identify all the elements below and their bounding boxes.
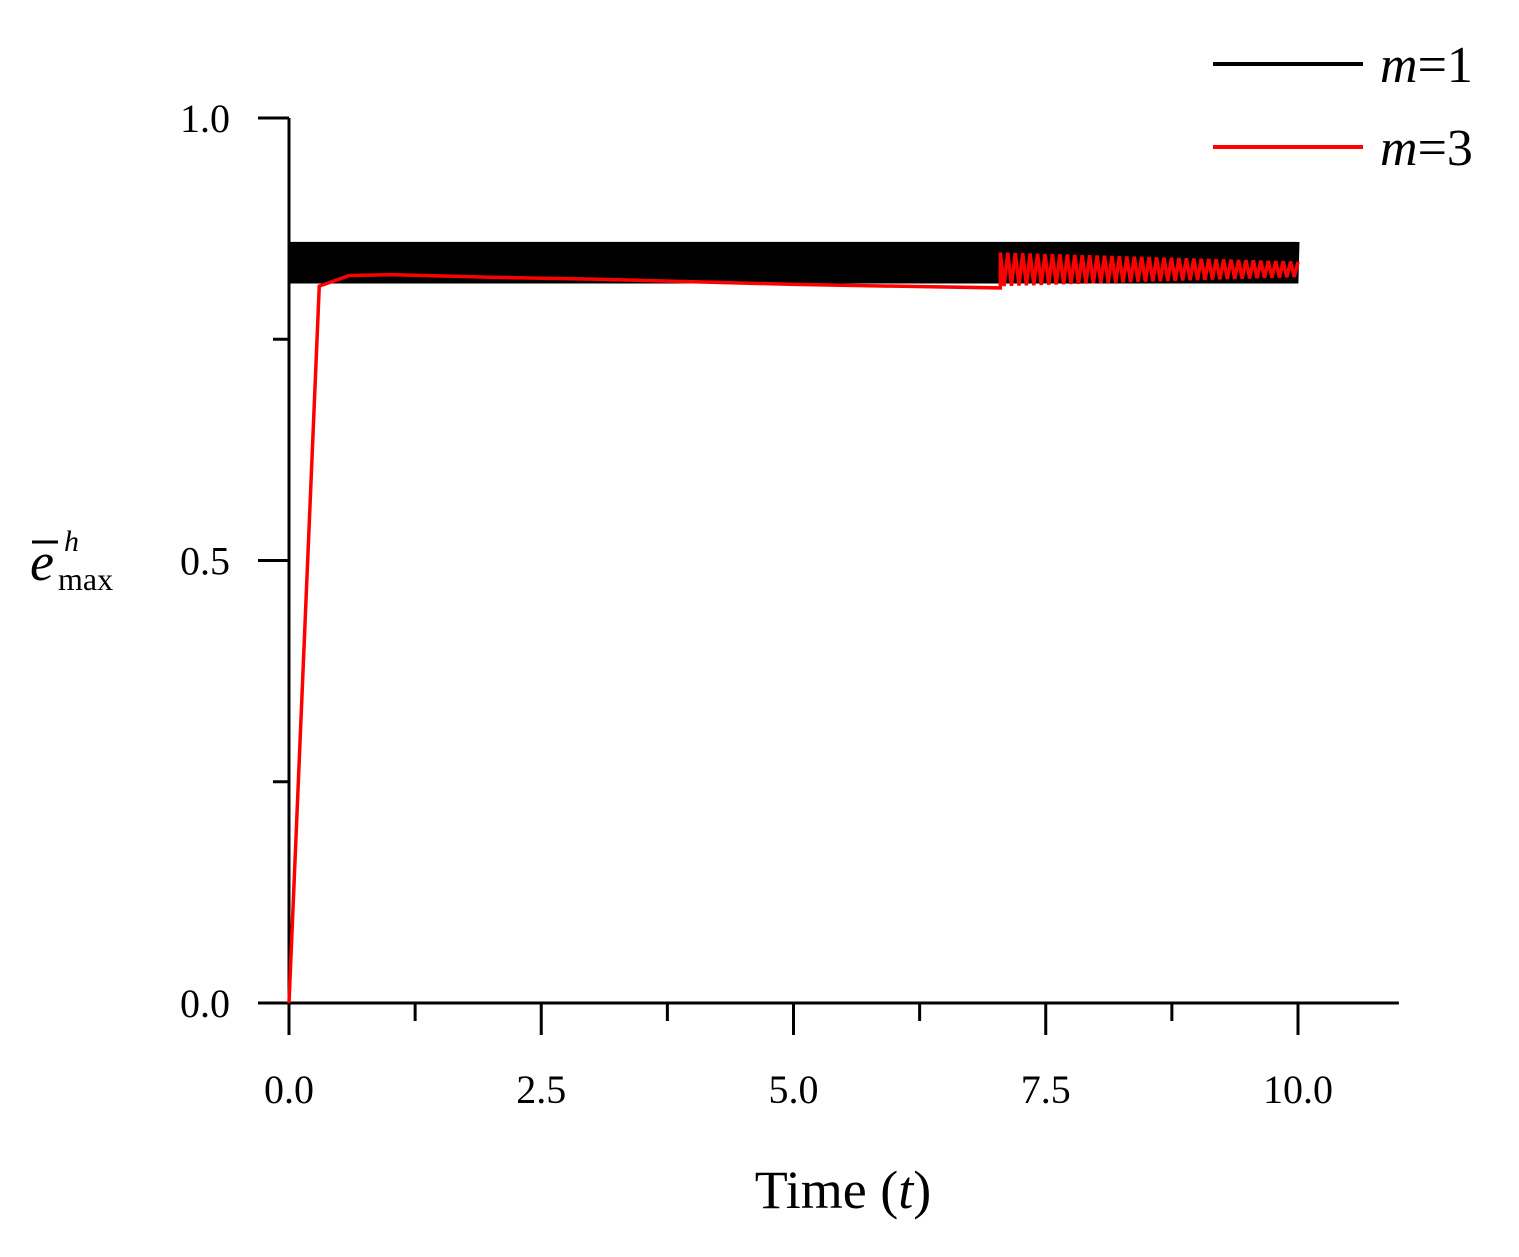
ticks: 0.0 0.5 1.0 0.0 2.5 5.0 7.5 10.0 bbox=[180, 96, 1333, 1112]
x-axis-title: Time (t) bbox=[755, 1160, 932, 1220]
y-axis-title-base: e bbox=[30, 532, 54, 592]
y-axis-title-sup: h bbox=[64, 525, 79, 558]
series-line-m3 bbox=[287, 252, 1300, 1004]
legend-label-m1: m=1 bbox=[1380, 37, 1473, 94]
x-tick-label: 7.5 bbox=[1021, 1067, 1071, 1112]
y-tick-label: 1.0 bbox=[180, 96, 230, 141]
y-axis-title-sub: max bbox=[58, 561, 113, 597]
legend: m=1 m=3 bbox=[1213, 37, 1473, 177]
series-group bbox=[287, 241, 1300, 1004]
legend-label-m3: m=3 bbox=[1380, 120, 1473, 177]
x-tick-label: 10.0 bbox=[1263, 1067, 1333, 1112]
y-tick-label: 0.5 bbox=[180, 539, 230, 584]
series-line-m1 bbox=[287, 241, 1300, 1003]
y-axis-title: e h max bbox=[30, 525, 113, 597]
x-tick-label: 0.0 bbox=[264, 1067, 314, 1112]
x-tick-label: 5.0 bbox=[769, 1067, 819, 1112]
x-tick-label: 2.5 bbox=[516, 1067, 566, 1112]
y-tick-label: 0.0 bbox=[180, 981, 230, 1026]
